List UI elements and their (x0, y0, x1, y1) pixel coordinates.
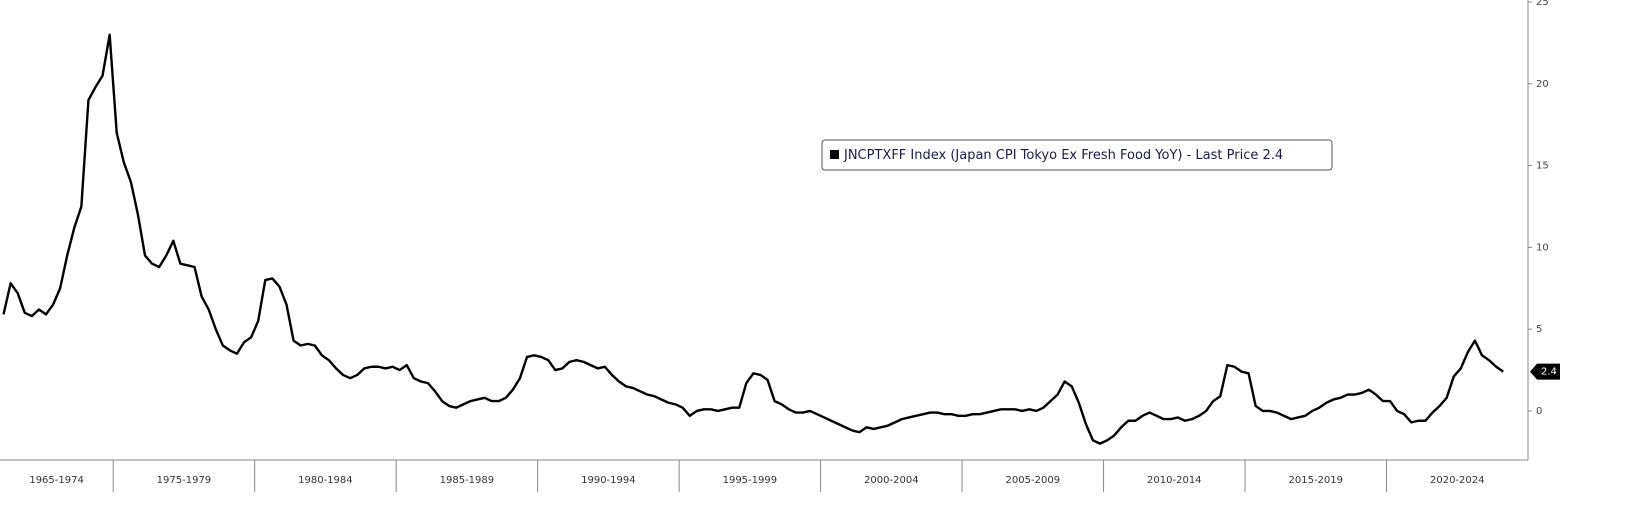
x-tick-label: 1995-1999 (723, 475, 778, 486)
legend-swatch (830, 150, 839, 159)
legend-box (821, 139, 1333, 171)
x-tick-label: 1975-1979 (157, 475, 212, 486)
y-tick-label: 20 (1536, 79, 1549, 90)
y-tick-label: 10 (1536, 242, 1549, 253)
y-tick-label: 25 (1536, 0, 1549, 8)
x-tick-label: 2020-2024 (1430, 475, 1485, 486)
series-line (2, 33, 1504, 445)
legend: JNCPTXFF Index (Japan CPI Tokyo Ex Fresh… (821, 139, 1333, 171)
last-price-tag (1530, 363, 1560, 380)
legend-label: JNCPTXFF Index (Japan CPI Tokyo Ex Fresh… (843, 148, 1283, 163)
x-tick-label: 1980-1984 (298, 475, 353, 486)
x-tick-label: 2010-2014 (1147, 475, 1202, 486)
x-tick-label: 2015-2019 (1289, 475, 1344, 486)
y-tick-label: 0 (1536, 406, 1542, 417)
x-tick-label: 2000-2004 (864, 475, 919, 486)
x-tick-label: 1985-1989 (440, 475, 495, 486)
x-tick-label: 1965-1974 (29, 475, 84, 486)
x-tick-label: 1990-1994 (581, 475, 636, 486)
y-tick-label: 5 (1536, 324, 1542, 335)
y-tick-label: 15 (1536, 161, 1549, 172)
last-price-label: 2.4 (1541, 367, 1557, 378)
x-tick-label: 2005-2009 (1006, 475, 1061, 486)
